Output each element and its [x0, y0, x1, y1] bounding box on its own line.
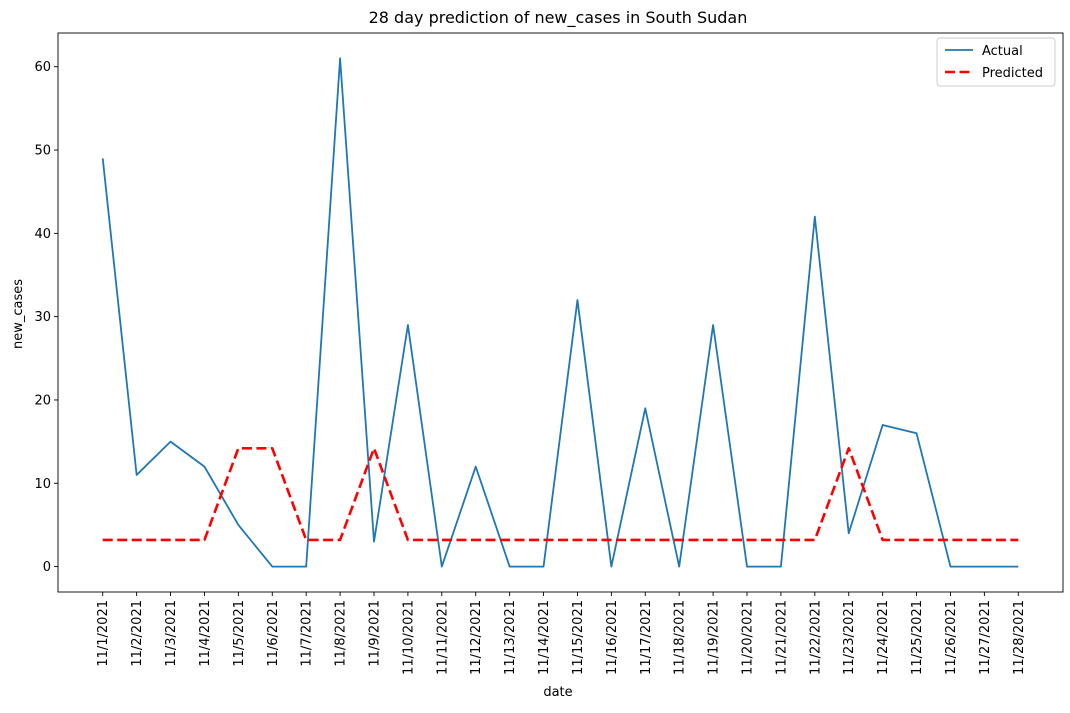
x-tick-label: 11/18/2021 [673, 600, 688, 675]
y-tick-label: 30 [34, 310, 51, 325]
y-tick-label: 0 [43, 560, 51, 575]
y-tick-label: 50 [34, 144, 51, 159]
x-tick-label: 11/26/2021 [944, 600, 959, 675]
x-tick-label: 11/23/2021 [842, 600, 857, 675]
x-tick-label: 11/19/2021 [707, 600, 722, 675]
x-tick-label: 11/13/2021 [503, 600, 518, 675]
x-tick-label: 11/21/2021 [774, 600, 789, 675]
x-tick-label: 11/2/2021 [130, 600, 145, 667]
x-tick-label: 11/6/2021 [266, 600, 281, 667]
x-tick-label: 11/17/2021 [639, 600, 654, 675]
x-tick-label: 11/20/2021 [741, 600, 756, 675]
legend-label-predicted: Predicted [982, 66, 1043, 81]
x-axis-label: date [543, 685, 572, 700]
x-tick-label: 11/27/2021 [978, 600, 993, 675]
y-axis-label: new_cases [11, 279, 26, 349]
x-tick-label: 11/25/2021 [910, 600, 925, 675]
x-tick-label: 11/22/2021 [808, 600, 823, 675]
plot-frame [57, 32, 1064, 593]
x-tick-label: 11/16/2021 [605, 600, 620, 675]
plot-area: 0 10 20 30 40 50 60 11/1/2021 11/2/2021 11/3/2021… [34, 32, 1064, 675]
x-tick-label: 11/4/2021 [198, 600, 213, 667]
x-tick-label: 11/12/2021 [469, 600, 484, 675]
x-tick-label: 11/28/2021 [1012, 600, 1027, 675]
x-tick-label: 11/11/2021 [435, 600, 450, 675]
x-tick-label: 11/1/2021 [96, 600, 111, 667]
x-tick-label: 11/14/2021 [537, 600, 552, 675]
x-tick-label: 11/3/2021 [164, 600, 179, 667]
x-tick-label: 11/24/2021 [876, 600, 891, 675]
x-tick-label: 11/10/2021 [401, 600, 416, 675]
x-tick-label: 11/15/2021 [571, 600, 586, 675]
legend-label-actual: Actual [982, 44, 1023, 59]
x-tick-label: 11/8/2021 [334, 600, 349, 667]
y-tick-label: 60 [34, 60, 51, 75]
series-line-actual [101, 57, 1019, 568]
y-tick-label: 40 [34, 227, 51, 242]
x-tick-label: 11/9/2021 [367, 600, 382, 667]
chart-title: 28 day prediction of new_cases in South … [369, 8, 748, 28]
x-tick-label: 11/5/2021 [232, 600, 247, 667]
legend: Actual Predicted [936, 37, 1056, 87]
series-line-predicted [102, 446, 1019, 542]
x-tick-label: 11/7/2021 [300, 600, 315, 667]
y-tick-label: 10 [34, 477, 51, 492]
y-tick-label: 20 [34, 393, 51, 408]
